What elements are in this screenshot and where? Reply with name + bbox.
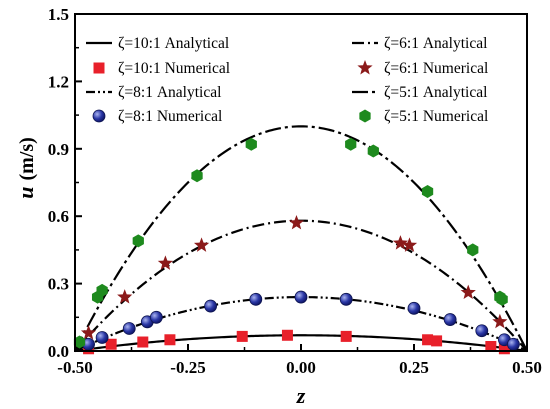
- y-tick-label: 1.5: [48, 5, 69, 24]
- x-tick-label: 0.00: [286, 358, 316, 377]
- data-point-circle: [294, 290, 308, 304]
- data-point-hexagon: [421, 184, 434, 198]
- data-point-square: [105, 338, 117, 350]
- data-point-star: [460, 284, 476, 300]
- y-tick-label: 0.6: [48, 207, 69, 226]
- data-point-star: [492, 313, 508, 329]
- legend-item: ζ=6:1 Numerical: [357, 60, 488, 77]
- y-axis-title-var: u: [13, 187, 38, 199]
- data-point-circle: [92, 109, 106, 123]
- data-point-hexagon: [96, 283, 108, 297]
- x-tick-label: 0.25: [399, 358, 429, 377]
- data-point-star: [193, 237, 210, 252]
- tick-labels: -0.50 -0.25 0.00 0.25 0.50 0.0 0.3 0.6 0.9 1.2 1.5: [48, 5, 542, 377]
- data-point-hexagon: [367, 144, 379, 158]
- data-point-circle: [507, 337, 520, 351]
- legend-item: ζ=5:1 Numerical: [359, 108, 488, 125]
- data-point-star: [117, 289, 133, 304]
- data-point-hexagon: [345, 137, 357, 151]
- data-point-star: [392, 235, 409, 250]
- y-axis-title-unit: (m/s): [16, 137, 38, 180]
- legend-label: ζ=5:1 Numerical: [384, 108, 488, 125]
- legend-label: ζ=10:1 Analytical: [118, 35, 229, 52]
- legend-item: ζ=10:1 Numerical: [93, 60, 230, 77]
- data-point-hexagon: [467, 243, 479, 257]
- data-point-square: [422, 334, 434, 346]
- data-point-star: [401, 237, 418, 252]
- data-point-star: [357, 60, 373, 75]
- data-point-square: [164, 334, 176, 346]
- legend-label: ζ=6:1 Numerical: [384, 60, 488, 77]
- legend-label: ζ=10:1 Numerical: [118, 60, 230, 77]
- data-point-star: [157, 255, 174, 270]
- data-point-circle: [475, 324, 489, 338]
- legend: ζ=10:1 Analytical ζ=10:1 Numerical ζ=8:1 A…: [86, 35, 488, 125]
- x-tick-label: -0.50: [57, 358, 92, 377]
- data-point-square: [236, 330, 248, 342]
- data-point-hexagon: [73, 335, 86, 349]
- axis-ticks: [74, 13, 528, 352]
- data-point-hexagon: [496, 292, 508, 306]
- data-point-circle: [204, 299, 218, 313]
- legend-item: ζ=10:1 Analytical: [86, 35, 229, 52]
- data-point-circle: [122, 322, 136, 335]
- legend-item: ζ=8:1 Analytical: [86, 84, 221, 101]
- data-point-square: [281, 329, 293, 341]
- analytical-curve: [74, 125, 528, 352]
- x-tick-label: -0.25: [170, 358, 205, 377]
- data-point-hexagon: [359, 109, 371, 123]
- y-tick-label: 1.2: [48, 72, 69, 91]
- analytical-curve: [74, 334, 528, 353]
- legend-label: ζ=6:1 Analytical: [384, 35, 487, 52]
- data-point-star: [288, 214, 305, 230]
- legend-label: ζ=8:1 Analytical: [118, 84, 221, 101]
- data-point-circle: [407, 301, 421, 315]
- data-point-hexagon: [245, 137, 257, 151]
- data-point-square: [498, 343, 510, 355]
- data-point-square: [340, 330, 352, 342]
- data-point-square: [485, 341, 497, 353]
- data-point-square: [137, 336, 149, 348]
- legend-label: ζ=5:1 Analytical: [384, 84, 487, 101]
- data-point-circle: [249, 292, 263, 306]
- data-point-hexagon: [191, 169, 203, 183]
- legend-label: ζ=8:1 Numerical: [118, 108, 222, 125]
- data-point-circle: [443, 313, 457, 326]
- data-point-circle: [95, 331, 109, 344]
- legend-item: ζ=8:1 Numerical: [92, 108, 222, 125]
- data-point-square: [93, 62, 105, 74]
- data-point-star: [80, 325, 97, 340]
- data-point-hexagon: [132, 234, 144, 248]
- numerical-markers: [73, 137, 520, 355]
- x-tick-label: 0.50: [512, 358, 542, 377]
- y-tick-label: 0.3: [48, 275, 69, 294]
- legend-item: ζ=5:1 Analytical: [352, 84, 487, 101]
- y-tick-label: 0.9: [48, 140, 69, 159]
- y-tick-label: 0.0: [48, 342, 69, 361]
- legend-item: ζ=6:1 Analytical: [352, 35, 487, 52]
- data-point-circle: [149, 310, 163, 324]
- y-axis-title: u (m/s): [13, 137, 38, 199]
- x-axis-title: z: [296, 383, 306, 408]
- data-point-circle: [339, 292, 353, 306]
- data-point-square: [431, 335, 443, 347]
